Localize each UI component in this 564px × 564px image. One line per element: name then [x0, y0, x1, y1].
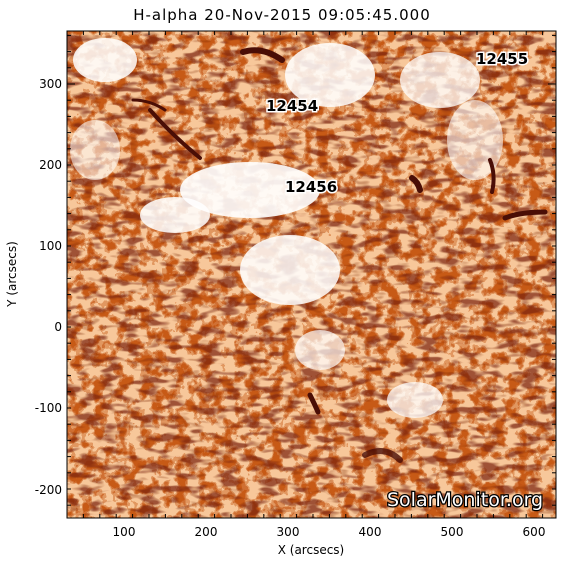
tick-marks	[66, 31, 556, 518]
y-tick-label: 300	[39, 77, 62, 91]
x-axis-label: X (arcsecs)	[278, 543, 345, 557]
image-title: H-alpha 20-Nov-2015 09:05:45.000	[133, 6, 431, 24]
y-tick-labels: 300 200 100 0 -100 -200	[35, 77, 62, 497]
y-tick-label: 100	[39, 239, 62, 253]
region-label-12456: 12456	[285, 178, 337, 196]
y-tick-label: -100	[35, 401, 62, 415]
x-tick-label: 200	[195, 525, 218, 539]
x-tick-label: 400	[359, 525, 382, 539]
solarmonitor-watermark: SolarMonitor.org	[387, 489, 543, 511]
chromosphere-image	[67, 31, 556, 518]
x-tick-labels: 100 200 300 400 500 600	[113, 525, 546, 539]
region-label-12454: 12454	[266, 97, 318, 115]
x-tick-label: 600	[523, 525, 546, 539]
plage-regions	[70, 38, 503, 418]
y-tick-label: 200	[39, 158, 62, 172]
x-tick-label: 500	[441, 525, 464, 539]
x-tick-label: 100	[113, 525, 136, 539]
x-tick-label: 300	[277, 525, 300, 539]
plot-frame	[66, 30, 557, 519]
y-tick-label: -200	[35, 483, 62, 497]
y-axis-label: Y (arcsecs)	[5, 241, 19, 308]
region-label-12455: 12455	[476, 50, 528, 68]
y-tick-label: 0	[54, 320, 62, 334]
dark-filaments	[131, 47, 548, 463]
